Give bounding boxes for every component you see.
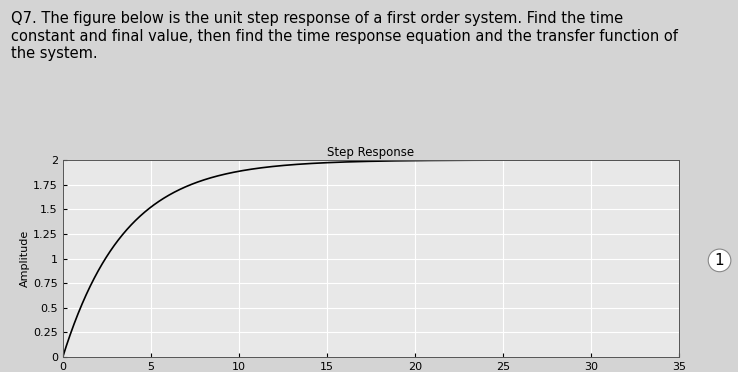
Title: Step Response: Step Response [327, 146, 415, 159]
Text: 1: 1 [714, 253, 725, 268]
Y-axis label: Amplitude: Amplitude [21, 230, 30, 287]
Text: Q7. The figure below is the unit step response of a first order system. Find the: Q7. The figure below is the unit step re… [11, 11, 678, 61]
